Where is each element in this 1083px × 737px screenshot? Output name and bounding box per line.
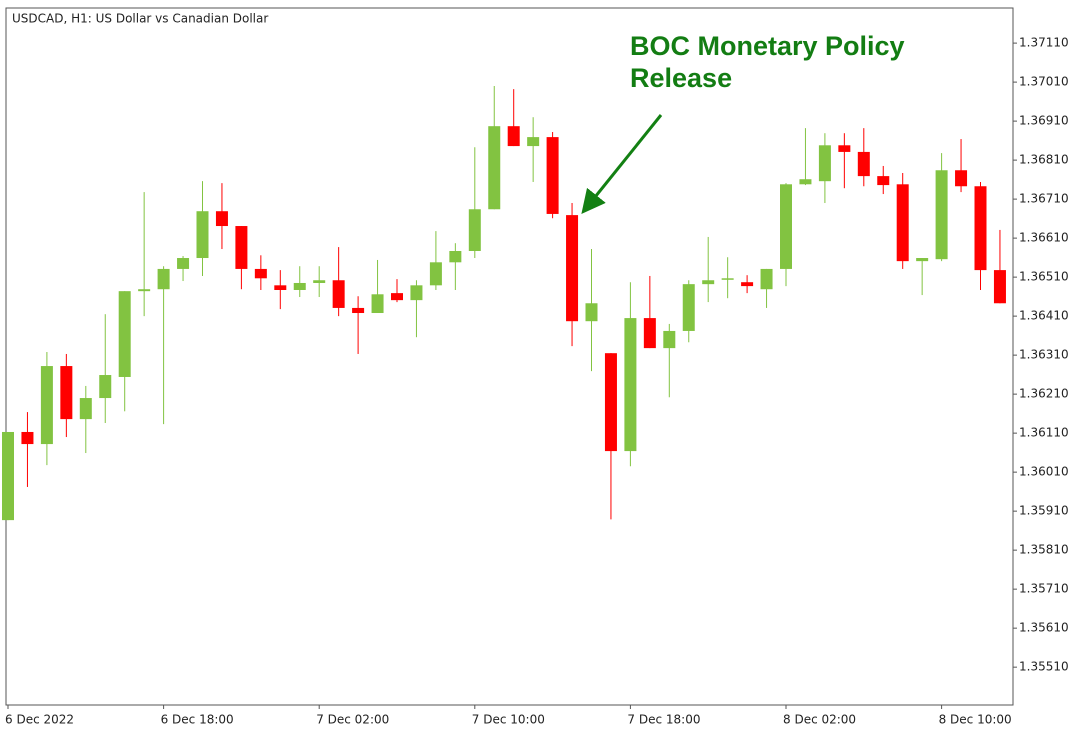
candle-body <box>643 318 656 349</box>
candle-body <box>682 284 695 331</box>
candle-body <box>21 431 34 445</box>
candle-body <box>741 282 754 287</box>
annotation: BOC Monetary Policy Release <box>630 31 905 93</box>
candle-body <box>79 398 92 420</box>
candle-body <box>527 137 540 147</box>
y-tick-label: 1.37110 <box>1019 36 1069 50</box>
x-tick-label: 8 Dec 10:00 <box>939 713 1012 727</box>
x-tick-label: 7 Dec 02:00 <box>316 713 389 727</box>
candle-body <box>449 250 462 263</box>
candle-body <box>857 151 870 177</box>
candle-body <box>546 137 559 214</box>
y-tick-label: 1.35510 <box>1019 660 1069 674</box>
candle-body <box>468 209 481 251</box>
candle-body <box>332 280 345 308</box>
candle-body <box>896 184 909 262</box>
candle-body <box>760 268 773 290</box>
candle-body <box>138 289 151 292</box>
candle-body <box>916 258 929 262</box>
annotation-arrow <box>581 114 663 215</box>
y-tick-label: 1.35710 <box>1019 582 1069 596</box>
y-tick-label: 1.36310 <box>1019 348 1069 362</box>
candle-body <box>818 145 831 182</box>
y-tick-label: 1.36110 <box>1019 426 1069 440</box>
x-tick-label: 8 Dec 02:00 <box>783 713 856 727</box>
candle-body <box>2 431 14 521</box>
candle-body <box>235 226 248 269</box>
candle-body <box>877 176 890 186</box>
x-tick-label: 6 Dec 2022 <box>5 713 74 727</box>
candle-body <box>274 285 287 290</box>
candle-body <box>604 353 617 452</box>
y-tick-label: 1.36610 <box>1019 231 1069 245</box>
candle-body <box>935 170 948 260</box>
candle-body <box>702 280 715 285</box>
x-tick-label: 7 Dec 18:00 <box>627 713 700 727</box>
candle-body <box>566 215 579 322</box>
candle-body <box>177 258 190 269</box>
x-tick-label: 7 Dec 10:00 <box>472 713 545 727</box>
y-tick-label: 1.36010 <box>1019 465 1069 479</box>
candle-body <box>118 291 131 377</box>
candle-body <box>721 278 734 280</box>
candle-body <box>313 280 326 283</box>
candle-body <box>799 179 812 185</box>
candle-body <box>196 211 209 259</box>
y-tick-label: 1.36910 <box>1019 114 1069 128</box>
candle-body <box>60 366 73 420</box>
chart-title: USDCAD, H1: US Dollar vs Canadian Dollar <box>12 12 268 26</box>
y-tick-label: 1.36410 <box>1019 309 1069 323</box>
candle-body <box>488 126 501 210</box>
candle-body <box>352 307 365 314</box>
candle-body <box>974 186 987 271</box>
y-tick-label: 1.35910 <box>1019 504 1069 518</box>
candle-body <box>254 268 267 279</box>
candle-body <box>780 184 792 269</box>
candle-body <box>624 318 637 452</box>
candle-body <box>391 293 403 301</box>
candle-body <box>429 262 442 286</box>
y-tick-label: 1.36710 <box>1019 192 1069 206</box>
y-tick-label: 1.35810 <box>1019 543 1069 557</box>
candle-body <box>215 211 228 227</box>
y-tick-label: 1.37010 <box>1019 75 1069 89</box>
candle-body <box>410 285 423 301</box>
y-tick-label: 1.36810 <box>1019 153 1069 167</box>
candle-body <box>157 268 170 290</box>
candle-body <box>585 303 598 322</box>
candle-body <box>663 330 676 349</box>
candle-body <box>40 366 53 445</box>
y-tick-label: 1.36210 <box>1019 387 1069 401</box>
candle-body <box>507 126 520 147</box>
plot-frame <box>5 7 1014 706</box>
y-tick-label: 1.35610 <box>1019 621 1069 635</box>
y-tick-label: 1.36510 <box>1019 270 1069 284</box>
candle-body <box>293 282 306 290</box>
candle-body <box>838 145 851 152</box>
candle-body <box>371 294 384 314</box>
candle-body <box>993 270 1006 304</box>
candle-body <box>955 170 968 187</box>
candle-body <box>99 375 112 399</box>
x-tick-label: 6 Dec 18:00 <box>161 713 234 727</box>
